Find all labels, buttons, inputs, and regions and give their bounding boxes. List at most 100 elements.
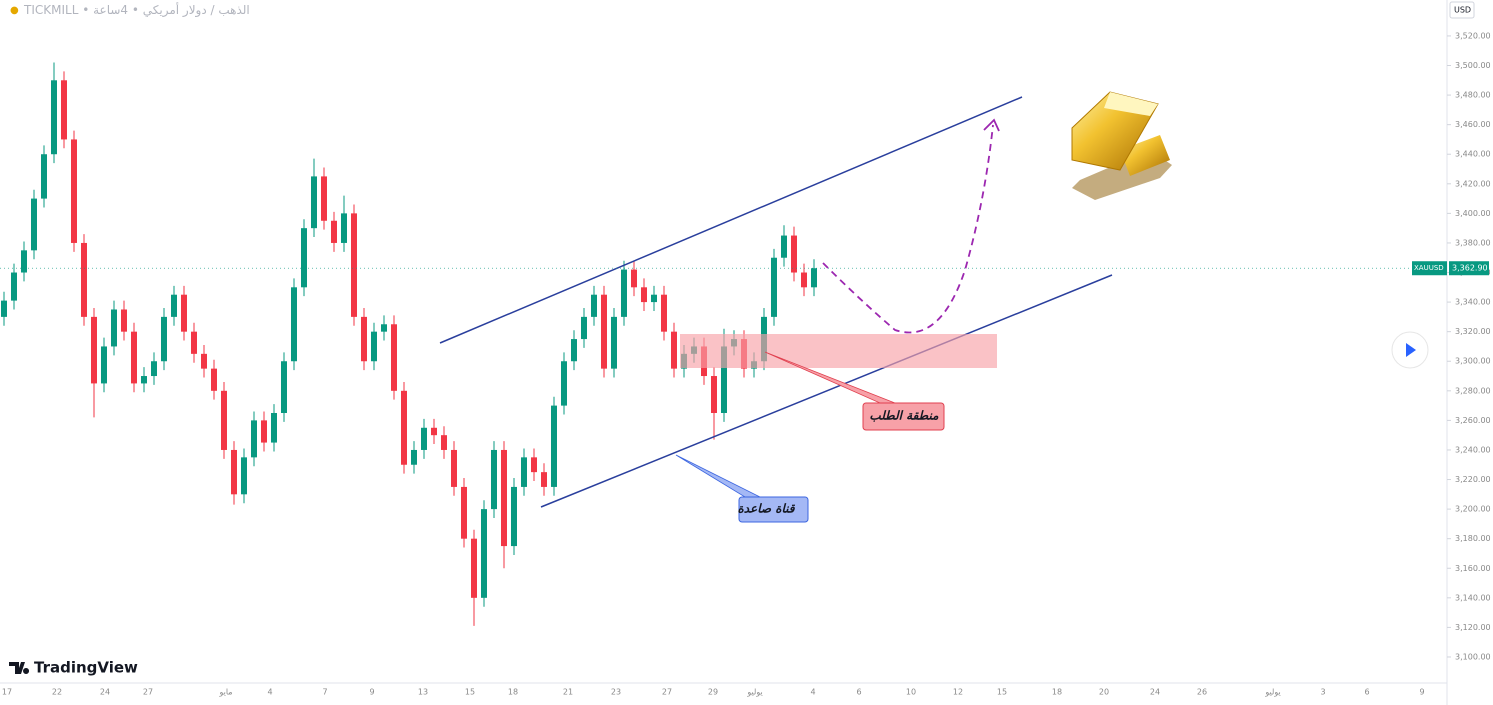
x-tick-label: 4 [810, 688, 815, 697]
y-tick-label: 3,300.00 [1455, 357, 1491, 366]
candle-body [481, 509, 487, 598]
callout-box [862, 402, 945, 431]
brand-logo [9, 662, 30, 674]
candle-body [171, 294, 177, 317]
candle-body [21, 250, 27, 273]
y-tick-label: 3,420.00 [1455, 179, 1491, 188]
x-tick-label: 12 [953, 688, 963, 697]
y-tick-label: 3,480.00 [1455, 91, 1491, 100]
candle-body [131, 331, 137, 384]
candle-body [41, 154, 47, 199]
x-tick-label: 9 [1419, 688, 1424, 697]
candle-body [501, 449, 507, 547]
projection-arrow [983, 118, 1000, 132]
candle-body [791, 235, 797, 273]
candle-body [181, 294, 187, 332]
y-tick-label: 3,160.00 [1455, 564, 1491, 573]
x-tick-label: 29 [708, 688, 718, 697]
play-icon [1406, 343, 1416, 357]
gold-icon [1071, 91, 1172, 200]
plot-area [1, 62, 817, 626]
candle-body [781, 235, 787, 258]
candle-body [71, 139, 77, 243]
candle-body [581, 316, 587, 340]
candle-body [121, 309, 127, 332]
x-tick-label: 20 [1099, 688, 1109, 697]
candle-body [381, 324, 387, 332]
x-tick-label: 23 [611, 688, 621, 697]
candle-body [561, 361, 567, 406]
candle-body [271, 412, 277, 443]
y-tick-label: 3,520.00 [1455, 31, 1491, 40]
x-tick-label: 13 [418, 688, 428, 697]
candle-body [311, 176, 317, 229]
candle-body [331, 220, 337, 243]
x-tick-label: يوليو [746, 688, 762, 697]
y-tick-label: 3,460.00 [1455, 120, 1491, 129]
candle-body [141, 376, 147, 384]
x-tick-label: 15 [997, 688, 1007, 697]
candle-body [591, 294, 597, 317]
channel-lower [540, 274, 1113, 508]
logo-dot: ● [10, 5, 19, 16]
candle-body [341, 213, 347, 243]
candle-body [301, 228, 307, 288]
candle-body [91, 316, 97, 384]
candle-body [61, 80, 67, 140]
candle-body [361, 316, 367, 362]
candle-body [491, 449, 497, 510]
candle-body [111, 309, 117, 347]
y-tick-label: 3,260.00 [1455, 416, 1491, 425]
candle-body [221, 390, 227, 450]
candle-body [81, 242, 87, 317]
candle-body [471, 538, 477, 598]
channel-upper [439, 96, 1023, 344]
y-tick-label: 3,440.00 [1455, 150, 1491, 159]
y-tick-label: 3,120.00 [1455, 623, 1491, 632]
y-tick-label: 3,320.00 [1455, 327, 1491, 336]
candle-body [411, 449, 417, 465]
candle-body [611, 316, 617, 369]
candle-body [621, 269, 627, 317]
x-tick-label: 26 [1197, 688, 1207, 697]
candle-body [371, 331, 377, 362]
candle-body [391, 324, 397, 391]
y-tick-label: 3,100.00 [1455, 652, 1491, 661]
candle-body [641, 287, 647, 303]
x-tick-label: 27 [143, 688, 153, 697]
candle-body [321, 176, 327, 221]
candle-body [531, 457, 537, 473]
x-tick-label: 6 [856, 688, 861, 697]
candle-body [601, 294, 607, 369]
callout-box [738, 496, 809, 523]
x-tick-label: 10 [906, 688, 916, 697]
x-tick-label: 15 [465, 688, 475, 697]
currency-box [1449, 1, 1475, 19]
brand: TradingView [34, 659, 138, 677]
candle-body [281, 361, 287, 413]
demand-zone [680, 334, 997, 368]
y-tick-label: 3,240.00 [1455, 445, 1491, 454]
candle-body [651, 294, 657, 303]
x-tick-label: 21 [563, 688, 573, 697]
candle-body [191, 331, 197, 354]
candle-body [291, 287, 297, 362]
y-tick-label: 3,340.00 [1455, 298, 1491, 307]
candle-body [51, 80, 57, 155]
candle-body [511, 486, 517, 547]
y-tick-label: 3,280.00 [1455, 386, 1491, 395]
candle-body [1, 300, 7, 317]
y-tick-label: 3,200.00 [1455, 505, 1491, 514]
candle-body [241, 457, 247, 495]
candle-body [231, 449, 237, 495]
candle-body [461, 486, 467, 539]
x-tick-label: 22 [52, 688, 62, 697]
candle-body [201, 353, 207, 369]
price-tag-symbol-box [1412, 261, 1447, 276]
candle-body [801, 272, 807, 288]
candle-body [771, 257, 777, 317]
candle-body [351, 213, 357, 317]
demand-label: منطقة الطلب [869, 409, 939, 423]
